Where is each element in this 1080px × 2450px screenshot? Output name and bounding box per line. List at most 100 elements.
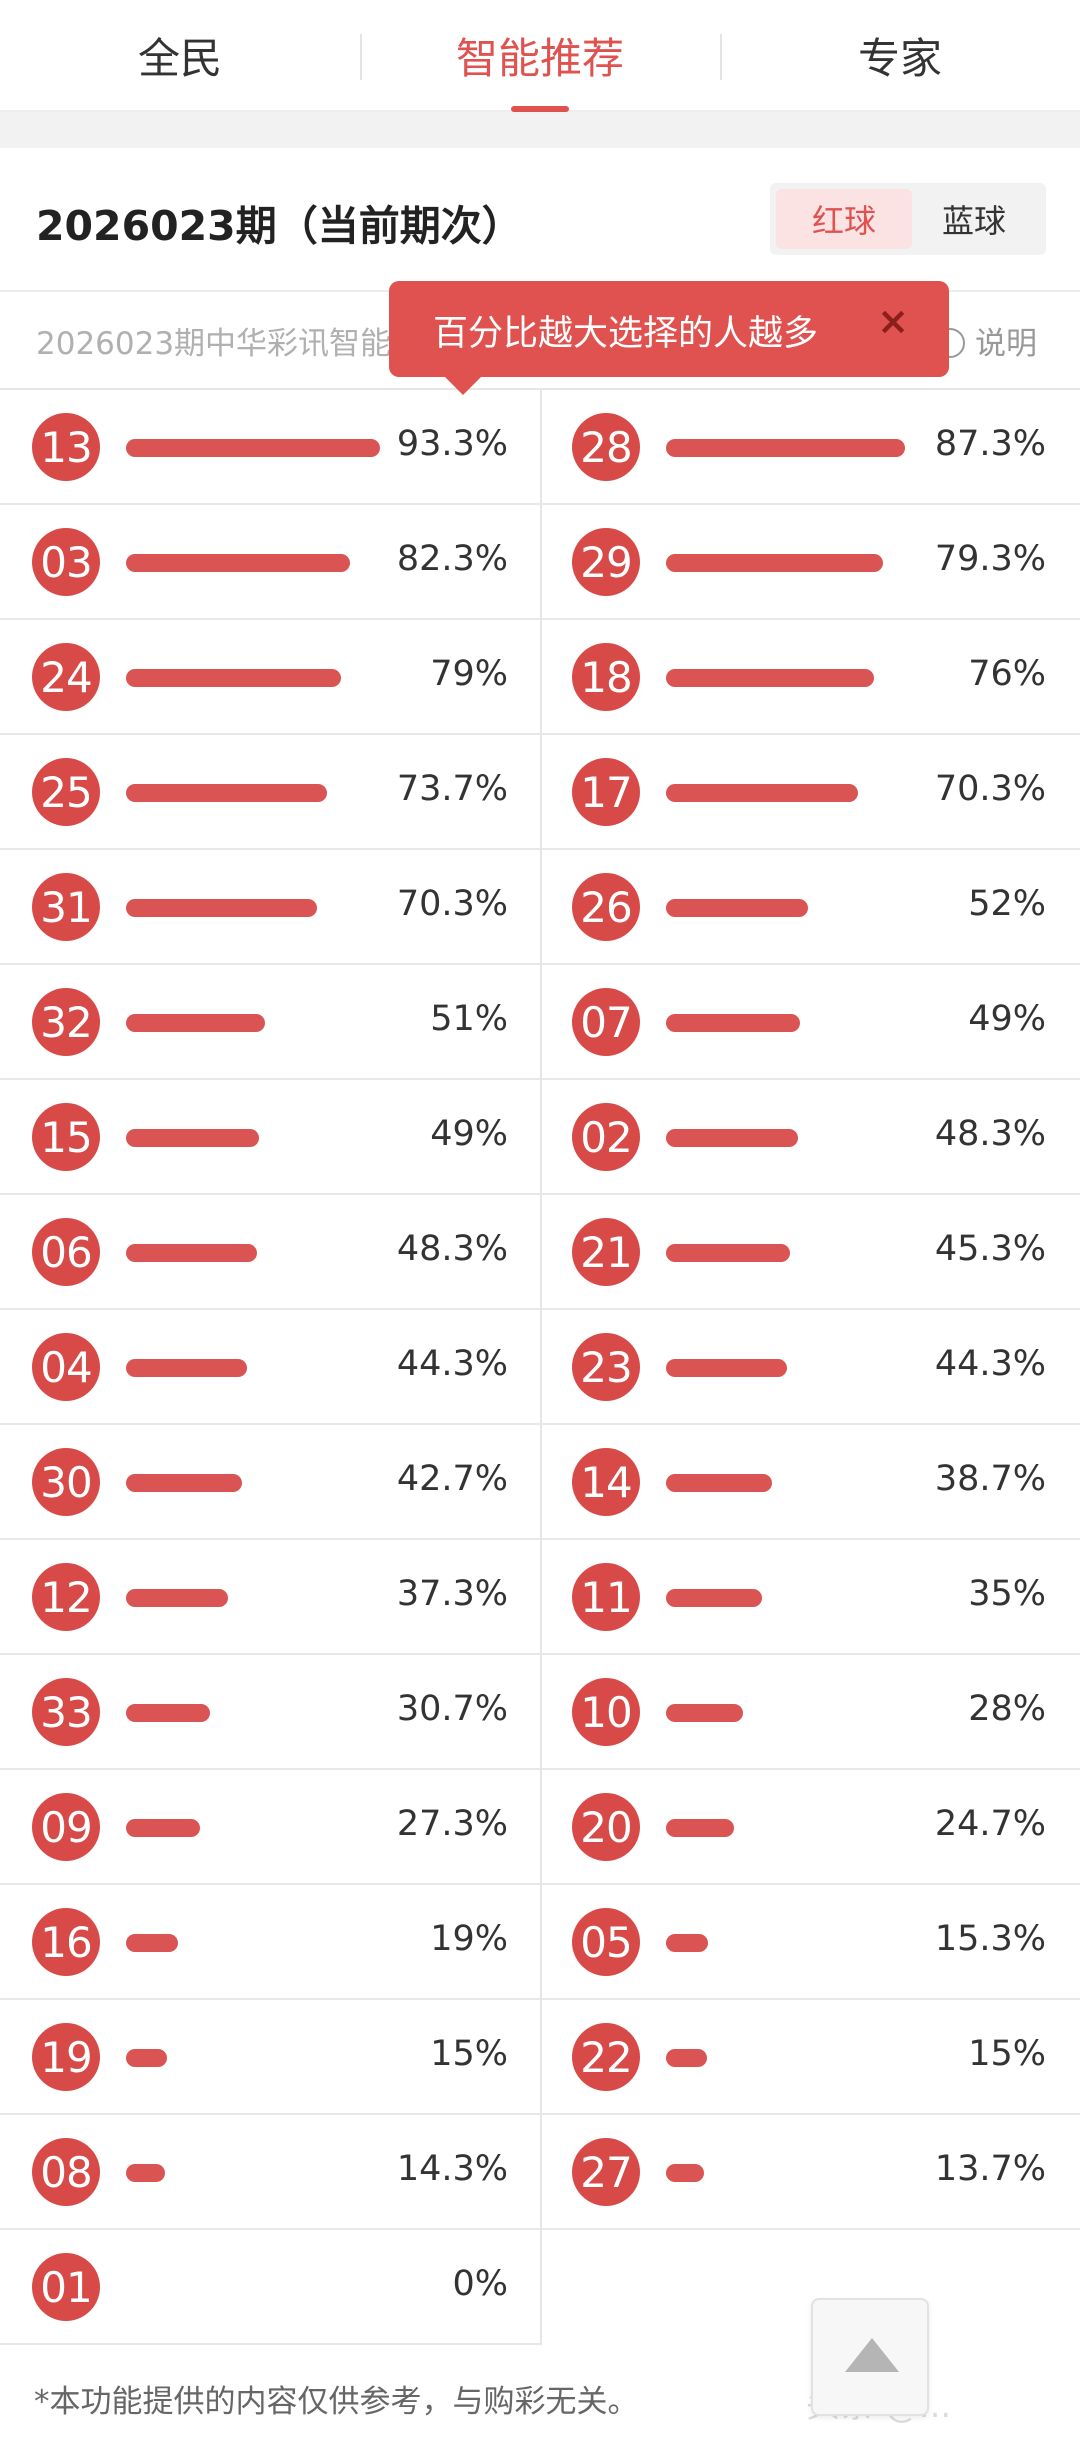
right-column: 28 87.3% 29 79.3% 18 76% 17 70.3% 26 52% 07 49% 02 48… — [540, 390, 1080, 2345]
percentage-value: 48.3% — [934, 1114, 1046, 1154]
tab-experts[interactable]: 专家 — [720, 0, 1080, 110]
number-row: 31 70.3% — [0, 850, 540, 965]
issue-header: 2026023期（当前期次） 红球 蓝球 — [0, 148, 1080, 292]
tab-smart-recommend[interactable]: 智能推荐 — [360, 0, 720, 112]
percentage-bar — [126, 1589, 228, 1607]
number-row: 16 19% — [0, 1885, 540, 2000]
number-row: 32 51% — [0, 965, 540, 1080]
percentage-value: 30.7% — [396, 1689, 508, 1729]
percentage-bar — [666, 1129, 799, 1147]
number-ball: 20 — [572, 1793, 640, 1861]
percentage-bar — [126, 1359, 247, 1377]
left-column: 13 93.3% 03 82.3% 24 79% 25 73.7% 31 70.3% 32 51% 15… — [0, 390, 540, 2345]
percentage-value: 93.3% — [396, 424, 508, 464]
number-ball: 04 — [32, 1333, 100, 1401]
number-row: 09 27.3% — [0, 1770, 540, 1885]
source-text: 2026023期中华彩讯智能推荐 — [36, 326, 396, 362]
issue-title: 2026023期（当前期次） — [36, 202, 523, 250]
number-row: 07 49% — [542, 965, 1080, 1080]
percentage-bar — [126, 669, 342, 687]
number-ball: 08 — [32, 2138, 100, 2206]
number-ball: 19 — [32, 2023, 100, 2091]
tab-all-people[interactable]: 全民 — [137, 33, 222, 83]
arrow-up-icon — [845, 2338, 899, 2372]
number-row: 14 38.7% — [542, 1425, 1080, 1540]
number-row: 24 79% — [0, 620, 540, 735]
explain-link[interactable]: 说明 — [935, 318, 1037, 363]
percentage-bar — [666, 1704, 743, 1722]
number-ball: 22 — [572, 2023, 640, 2091]
percentage-bar — [666, 1359, 788, 1377]
number-ball: 09 — [32, 1793, 100, 1861]
percentage-bar — [666, 1474, 772, 1492]
number-row: 11 35% — [542, 1540, 1080, 1655]
percentage-value: 51% — [430, 999, 508, 1039]
number-ball: 30 — [32, 1448, 100, 1516]
number-row: 05 15.3% — [542, 1885, 1080, 2000]
number-row: 26 52% — [542, 850, 1080, 965]
blue-ball-toggle[interactable]: 蓝球 — [941, 202, 1006, 240]
percentage-value: 52% — [968, 884, 1046, 924]
number-ball: 28 — [572, 413, 640, 481]
percentage-value: 28% — [968, 1689, 1046, 1729]
number-row: 20 24.7% — [542, 1770, 1080, 1885]
percentage-value: 38.7% — [934, 1459, 1046, 1499]
percentage-bar — [666, 784, 859, 802]
percentage-bar — [126, 2049, 167, 2067]
percentage-bar — [126, 1014, 265, 1032]
number-row: 04 44.3% — [0, 1310, 540, 1425]
percentage-bar — [126, 784, 327, 802]
tooltip-text: 百分比越大选择的人越多 — [433, 314, 819, 354]
percentage-bar — [126, 1129, 260, 1147]
ball-type-switch: 红球 蓝球 — [770, 183, 1046, 255]
percentage-bar — [126, 439, 380, 457]
number-row: 08 14.3% — [0, 2115, 540, 2230]
percentage-value: 79.3% — [934, 539, 1046, 579]
number-ball: 26 — [572, 873, 640, 941]
number-row: 33 30.7% — [0, 1655, 540, 1770]
percentage-bar — [126, 1934, 178, 1952]
number-ball: 11 — [572, 1563, 640, 1631]
percentage-value: 44.3% — [396, 1344, 508, 1384]
number-row: 13 93.3% — [0, 390, 540, 505]
percentage-bar — [126, 1704, 210, 1722]
number-ball: 15 — [32, 1103, 100, 1171]
percentage-bar — [666, 1244, 791, 1262]
percentage-bar — [666, 669, 875, 687]
percentage-bar — [666, 2164, 704, 2182]
disclaimer-text: *本功能提供的内容仅供参考，与购彩无关。 — [34, 2384, 639, 2420]
percentage-value: 15% — [430, 2034, 508, 2074]
percentage-value: 45.3% — [934, 1229, 1046, 1269]
percentage-value: 70.3% — [396, 884, 508, 924]
red-ball-toggle[interactable]: 红球 — [776, 189, 912, 249]
number-ball: 32 — [32, 988, 100, 1056]
percentage-bar — [666, 1014, 801, 1032]
number-row: 30 42.7% — [0, 1425, 540, 1540]
percentage-value: 48.3% — [396, 1229, 508, 1269]
percentage-value: 35% — [968, 1574, 1046, 1614]
percentage-value: 13.7% — [934, 2149, 1046, 2189]
close-icon[interactable]: × — [877, 299, 909, 343]
percentage-value: 70.3% — [934, 769, 1046, 809]
number-ball: 01 — [32, 2253, 100, 2321]
number-row: 19 15% — [0, 2000, 540, 2115]
percentage-bar — [126, 899, 318, 917]
number-row: 15 49% — [0, 1080, 540, 1195]
back-to-top-button[interactable] — [811, 2298, 929, 2416]
explain-label: 说明 — [975, 326, 1037, 362]
number-row: 27 13.7% — [542, 2115, 1080, 2230]
number-row: 21 45.3% — [542, 1195, 1080, 1310]
percentage-bar — [126, 1474, 243, 1492]
percentage-bar — [666, 1819, 734, 1837]
percentage-bar — [666, 439, 905, 457]
number-row: 10 28% — [542, 1655, 1080, 1770]
percentage-value: 15.3% — [934, 1919, 1046, 1959]
number-row: 12 37.3% — [0, 1540, 540, 1655]
number-row: 06 48.3% — [0, 1195, 540, 1310]
section-divider — [0, 112, 1080, 148]
number-row: 25 73.7% — [0, 735, 540, 850]
percentage-bar — [126, 1819, 201, 1837]
hint-tooltip: 百分比越大选择的人越多 × — [389, 281, 949, 395]
number-ball: 13 — [32, 413, 100, 481]
top-tab-bar: 全民 智能推荐 专家 — [0, 0, 1080, 112]
